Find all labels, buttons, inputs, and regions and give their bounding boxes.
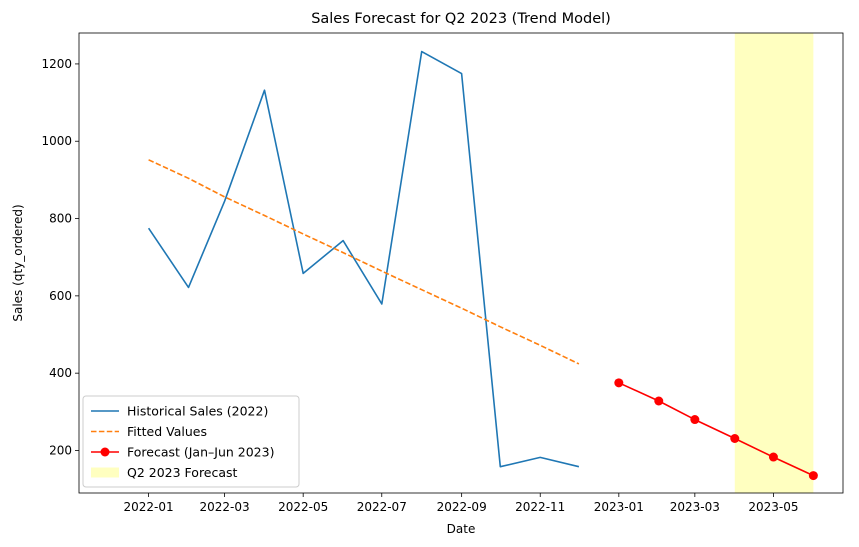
y-tick-label: 400 bbox=[49, 366, 72, 380]
legend-label-4: Q2 2023 Forecast bbox=[127, 465, 238, 480]
x-tick-label: 2023-01 bbox=[594, 500, 644, 514]
x-tick-label: 2023-05 bbox=[748, 500, 798, 514]
series-layer bbox=[147, 50, 818, 481]
x-axis: 2022-01 2022-03 2022-05 2022-07 2022-09 2022-… bbox=[124, 493, 798, 514]
x-axis-title: Date bbox=[447, 522, 476, 536]
series-point-3 bbox=[654, 396, 664, 406]
y-tick-label: 1200 bbox=[41, 57, 72, 71]
y-tick-label: 800 bbox=[49, 212, 72, 226]
y-tick-label: 600 bbox=[49, 289, 72, 303]
y-axis: 200 400 600 800 1000 1200 bbox=[41, 57, 79, 457]
x-tick-label: 2023-03 bbox=[670, 500, 720, 514]
y-tick-label: 200 bbox=[49, 443, 72, 457]
series-point-3 bbox=[808, 471, 818, 481]
chart-title: Sales Forecast for Q2 2023 (Trend Model) bbox=[311, 11, 611, 27]
legend-swatch-4 bbox=[91, 467, 119, 478]
shaded-region bbox=[734, 33, 814, 493]
legend-label-1: Historical Sales (2022) bbox=[127, 404, 268, 419]
series-point-3 bbox=[768, 452, 778, 462]
y-tick-label: 1000 bbox=[41, 134, 72, 148]
x-tick-label: 2022-09 bbox=[437, 500, 487, 514]
legend-label-3: Forecast (Jan–Jun 2023) bbox=[127, 445, 274, 460]
x-tick-label: 2022-01 bbox=[124, 500, 174, 514]
x-tick-label: 2022-11 bbox=[515, 500, 565, 514]
series-line-3 bbox=[618, 382, 814, 477]
legend: Historical Sales (2022) Fitted Values Fore… bbox=[82, 395, 300, 488]
plot-frame bbox=[78, 32, 844, 494]
series-point-3 bbox=[690, 415, 700, 425]
series-line-1 bbox=[147, 50, 580, 468]
series-line-2 bbox=[148, 159, 580, 365]
x-tick-label: 2022-05 bbox=[278, 500, 328, 514]
x-tick-label: 2022-03 bbox=[200, 500, 250, 514]
legend-marker-3 bbox=[100, 447, 110, 457]
series-point-3 bbox=[614, 378, 624, 388]
legend-box bbox=[82, 395, 300, 488]
x-tick-label: 2022-07 bbox=[357, 500, 407, 514]
series-point-3 bbox=[730, 433, 740, 443]
legend-label-2: Fitted Values bbox=[127, 424, 207, 439]
y-axis-title: Sales (qty_ordered) bbox=[11, 204, 25, 321]
shade-layer bbox=[734, 33, 814, 493]
